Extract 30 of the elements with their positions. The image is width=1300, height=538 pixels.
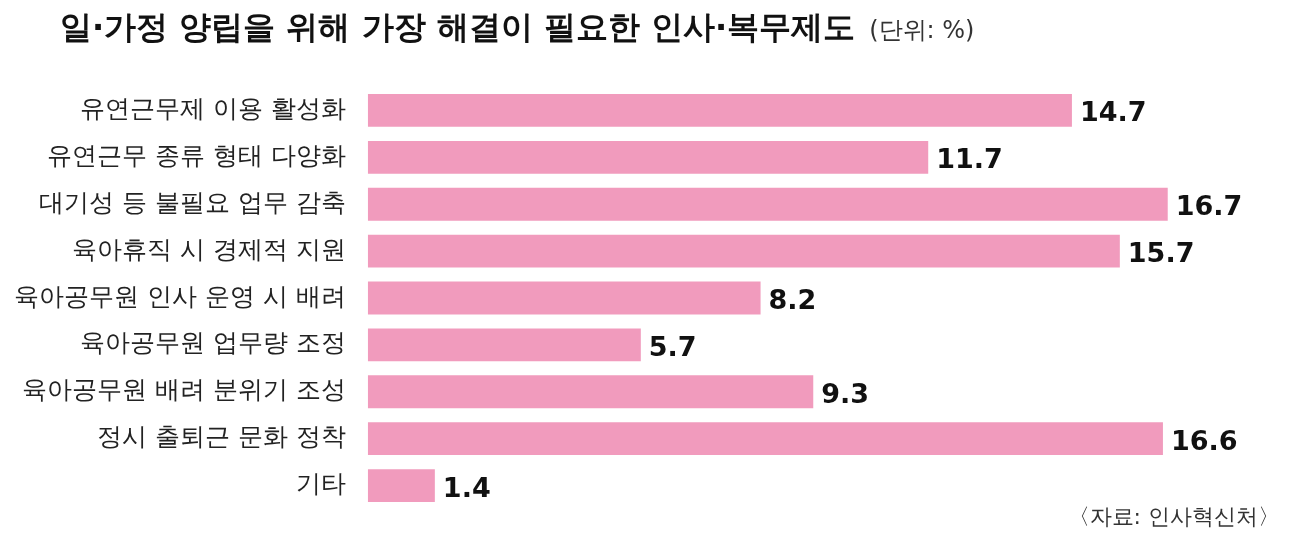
data-label: 16.7 xyxy=(1175,190,1243,222)
bar xyxy=(367,375,814,409)
y-tick-label: 기타 xyxy=(295,469,346,499)
chart-title: 일·가정 양립을 위해 가장 해결이 필요한 인사·복무제도 xyxy=(60,8,856,46)
bar xyxy=(367,187,1168,221)
bar xyxy=(367,140,929,174)
annotation: 〈자료: 인사혁신처〉 xyxy=(1067,503,1280,531)
data-label: 11.7 xyxy=(936,143,1003,175)
y-tick-label: 유연근무 종류 형태 다양화 xyxy=(46,140,346,170)
y-tick-label: 대기성 등 불필요 업무 감축 xyxy=(38,187,346,217)
data-label: 15.7 xyxy=(1127,237,1195,269)
data-label: 14.7 xyxy=(1079,96,1147,128)
chart-subtitle: (단위: %) xyxy=(869,16,975,44)
bar xyxy=(367,328,641,362)
data-label: 9.3 xyxy=(821,377,870,409)
bar xyxy=(367,234,1120,268)
y-tick-label: 육아공무원 배려 분위기 조성 xyxy=(21,375,346,405)
y-tick-label: 유연근무제 이용 활성화 xyxy=(79,93,346,123)
bar xyxy=(367,94,1072,127)
data-label: 1.4 xyxy=(442,471,491,503)
bar xyxy=(367,469,435,502)
data-label: 5.7 xyxy=(648,330,697,362)
y-tick-label: 정시 출퇴근 문화 정착 xyxy=(96,422,346,452)
y-tick-label: 육아공무원 인사 운영 시 배려 xyxy=(13,281,346,311)
data-label: 8.2 xyxy=(768,284,817,316)
bar xyxy=(367,422,1163,456)
data-label: 16.6 xyxy=(1170,424,1238,456)
bar xyxy=(367,281,761,315)
y-tick-label: 육아휴직 시 경제적 지원 xyxy=(71,234,346,264)
y-tick-label: 육아공무원 업무량 조정 xyxy=(79,328,346,358)
